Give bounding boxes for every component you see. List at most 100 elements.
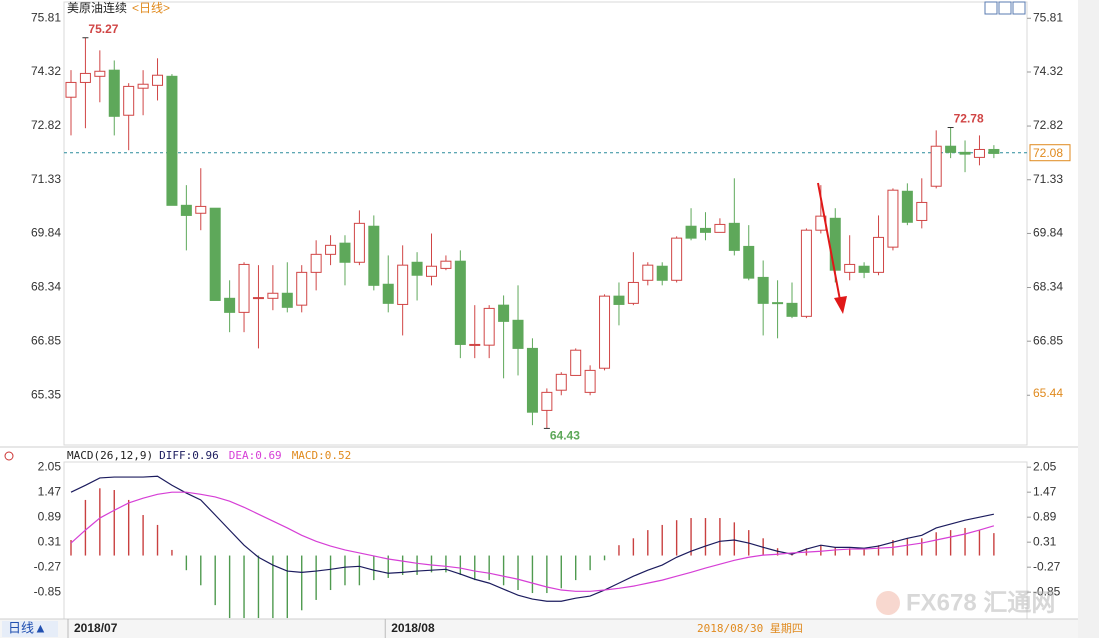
candle-body <box>873 236 885 273</box>
last-price-box <box>1029 144 1071 162</box>
watermark-text: FX678 汇通网 <box>906 589 1055 616</box>
y-tick-label: 0.89 <box>38 509 62 523</box>
y-tick-label: 68.34 <box>31 280 61 294</box>
candle-body <box>382 283 394 304</box>
candle-body <box>916 201 928 221</box>
legend-entry: DEA:0.69 <box>229 449 282 462</box>
candle-body <box>137 83 149 89</box>
candle-body <box>945 145 957 153</box>
candle-body <box>699 227 711 233</box>
candle-body <box>368 225 380 286</box>
watermark: FX678 汇通网 <box>876 589 1055 616</box>
candle-body <box>526 347 538 413</box>
y-tick-label: -0.27 <box>34 559 62 573</box>
x-tick-label: 2018/08 <box>391 621 435 635</box>
y-tick-label: 1.47 <box>38 484 62 498</box>
chart-subtitle: <日线> <box>132 1 170 15</box>
chart-title: 美原油连续 <box>67 0 127 15</box>
candle-body <box>599 295 611 369</box>
candle-body <box>469 343 481 346</box>
candle-body <box>411 261 423 276</box>
candle-body <box>209 207 221 301</box>
candle-body <box>930 145 942 187</box>
candle-body <box>252 297 264 300</box>
candle-body <box>800 229 812 317</box>
candle-body <box>195 205 207 214</box>
legend-entry: DIFF:0.96 <box>159 449 219 462</box>
candle-body <box>454 260 466 345</box>
candle-body <box>296 271 308 306</box>
legend-entry: MACD:0.52 <box>292 449 352 462</box>
candle-body <box>642 264 654 281</box>
side-panel <box>1078 0 1099 638</box>
y-tick-label-right: 74.32 <box>1033 64 1063 78</box>
candle-body <box>988 148 1000 154</box>
candle-body <box>555 373 567 391</box>
y-tick-label: 75.81 <box>31 10 61 24</box>
y-tick-label: 66.85 <box>31 333 61 347</box>
y-tick-label-right: 68.34 <box>1033 280 1063 294</box>
marker-price-label: 65.44 <box>1033 386 1063 400</box>
y-tick-label: 0.31 <box>38 534 62 548</box>
candle-body <box>541 391 553 411</box>
macd-icon <box>4 451 14 461</box>
candle-body <box>728 222 740 251</box>
candle-body <box>310 253 322 273</box>
candle-body <box>224 297 236 313</box>
period-button[interactable]: 日线▲ <box>8 620 47 635</box>
y-tick-label: 72.82 <box>31 118 61 132</box>
trend-arrow <box>817 182 847 314</box>
y-tick-label-right: 0.89 <box>1033 509 1057 523</box>
period-button-bg[interactable] <box>2 621 58 637</box>
candle-body <box>180 204 192 216</box>
candle-body <box>714 223 726 233</box>
candle-body <box>829 217 841 271</box>
candle-body <box>483 307 495 346</box>
candle-body <box>627 281 639 304</box>
candle-body <box>339 242 351 263</box>
toolbar-button[interactable] <box>1012 1 1026 15</box>
macd-line <box>70 491 995 592</box>
candle-body <box>123 85 135 116</box>
watermark-logo <box>876 591 900 615</box>
high-label: 75.27 <box>88 22 118 36</box>
toolbar <box>984 1 1026 15</box>
candle-body <box>844 263 856 273</box>
y-tick-label-right: -0.27 <box>1033 559 1061 573</box>
macd-title: MACD(26,12,9) <box>67 449 153 462</box>
y-tick-label-right: 0.31 <box>1033 534 1057 548</box>
last-price-label: 72.08 <box>1033 146 1063 160</box>
candle-body <box>281 292 293 308</box>
candle-body <box>498 304 510 322</box>
arrow-head <box>834 296 847 314</box>
candle-body <box>65 81 77 98</box>
y-tick-label: 65.35 <box>31 387 61 401</box>
candle-body <box>325 244 337 255</box>
toolbar-button[interactable] <box>998 1 1012 15</box>
candle-body <box>757 276 769 304</box>
candle-body <box>685 225 697 239</box>
candle-body <box>94 70 106 77</box>
low-label: 64.43 <box>550 429 580 443</box>
y-tick-label: 69.84 <box>31 226 61 240</box>
y-tick-label: 74.32 <box>31 64 61 78</box>
high-label: 72.78 <box>954 112 984 126</box>
y-tick-label-right: 66.85 <box>1033 333 1063 347</box>
candle-body <box>267 292 279 299</box>
candle-body <box>786 302 798 317</box>
toolbar-button[interactable] <box>984 1 998 15</box>
y-tick-label-right: 75.81 <box>1033 10 1063 24</box>
candle-body <box>108 69 120 117</box>
cursor-date: 2018/08/30 星期四 <box>697 622 803 635</box>
candle-body <box>152 74 164 86</box>
y-tick-label-right: 2.05 <box>1033 459 1057 473</box>
y-tick-label-right: 1.47 <box>1033 484 1057 498</box>
y-tick-label-right: 69.84 <box>1033 226 1063 240</box>
marker-price-box <box>1030 386 1070 401</box>
candle-body <box>512 319 524 349</box>
candle-body <box>166 75 178 206</box>
y-tick-label-right: 71.33 <box>1033 172 1063 186</box>
candle-body <box>426 265 437 277</box>
candle-body <box>79 72 91 83</box>
